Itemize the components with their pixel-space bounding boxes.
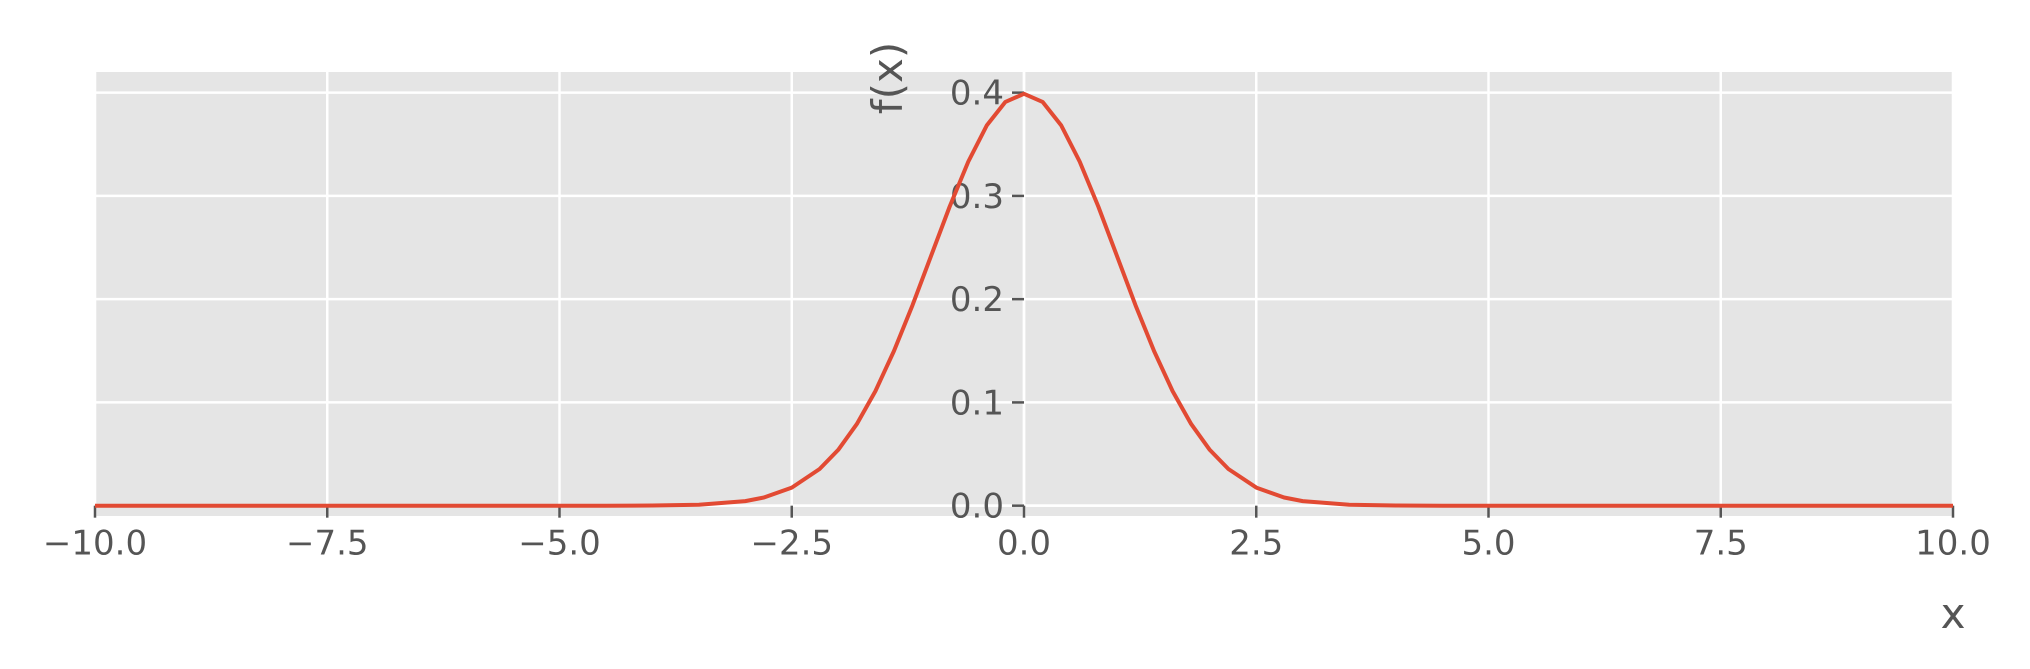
x-tick-label: 2.5: [1229, 524, 1283, 564]
x-tick-label: −5.0: [518, 524, 601, 564]
series-line: [95, 91, 1953, 508]
x-tick-label: −2.5: [750, 524, 833, 564]
x-tick-label: 0.0: [997, 524, 1051, 564]
x-tick-label: −7.5: [286, 524, 369, 564]
x-axis-label: x: [1941, 589, 1966, 638]
x-tick-label: −10.0: [43, 524, 147, 564]
x-tick-label: 5.0: [1461, 524, 1515, 564]
x-axis-ticks: −10.0 −7.5 −5.0 −2.5 0.0 2.5 5.0 7.5 10.0: [43, 505, 1991, 564]
y-tick-label: 0.1: [950, 383, 1004, 423]
y-tick-label: 0.0: [950, 487, 1004, 527]
y-tick-label: 0.4: [950, 74, 1004, 114]
y-axis-label: f(x): [863, 42, 912, 114]
y-tick-label: 0.2: [950, 280, 1004, 320]
x-tick-label: 7.5: [1694, 524, 1748, 564]
x-tick-label: 10.0: [1915, 524, 1991, 564]
